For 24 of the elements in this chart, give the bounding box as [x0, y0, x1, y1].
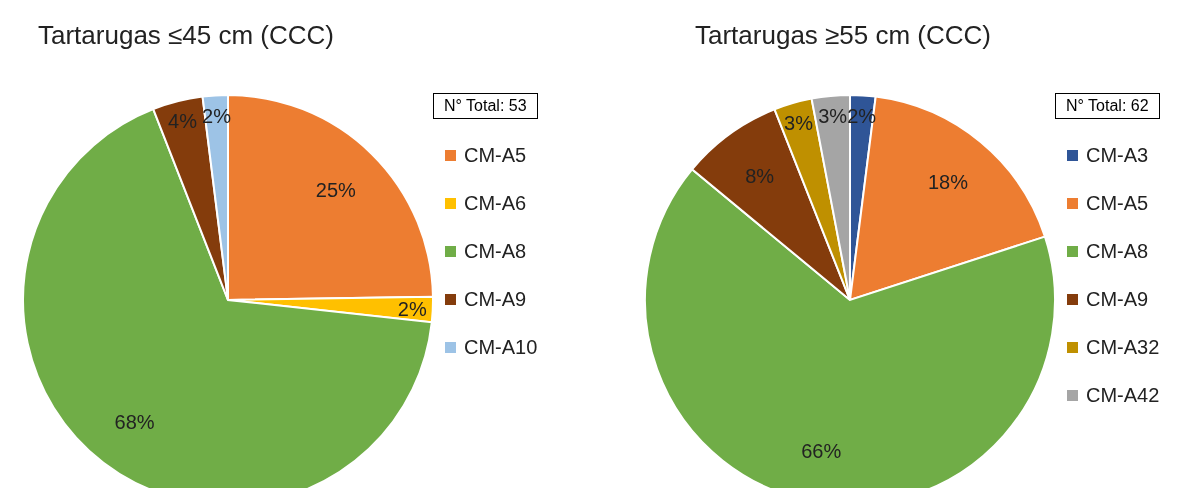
legend-label: CM-A8	[464, 239, 527, 263]
legend-label: CM-A5	[1086, 191, 1149, 215]
text: N° Total: 53	[433, 93, 538, 119]
legend-label: CM-A9	[1086, 287, 1149, 311]
legend-label: CM-A42	[1086, 383, 1160, 407]
legend-label: CM-A10	[464, 335, 538, 359]
data-label: 3%	[818, 105, 848, 128]
data-label: 2%	[397, 297, 427, 320]
legend-label: CM-A8	[1086, 239, 1149, 263]
data-label: 3%	[784, 111, 814, 134]
data-label: 25%	[315, 179, 357, 202]
data-label: 18%	[927, 170, 969, 193]
data-label: 66%	[801, 440, 842, 463]
legend-label: CM-A6	[464, 191, 527, 215]
text: N° Total: 62	[1055, 93, 1160, 119]
data-label: 8%	[745, 164, 775, 187]
legend-label: CM-A5	[464, 143, 527, 167]
legend-label: CM-A9	[464, 287, 527, 311]
chart-title: Tartarugas ≥55 cm (CCC)	[695, 20, 992, 51]
data-label: 68%	[114, 411, 155, 434]
chart-title: Tartarugas ≤45 cm (CCC)	[38, 20, 335, 51]
legend-label: CM-A32	[1086, 335, 1160, 359]
data-label: 4%	[168, 110, 198, 133]
legend-label: CM-A3	[1086, 143, 1149, 167]
